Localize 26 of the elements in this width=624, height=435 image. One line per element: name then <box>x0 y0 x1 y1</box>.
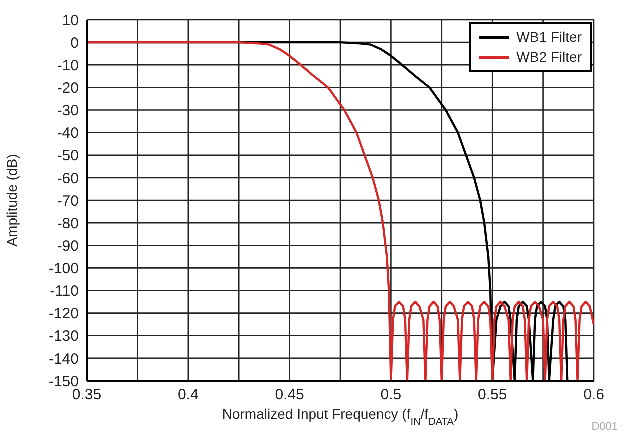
x-tick-label: 0.4 <box>178 386 199 404</box>
text: D001 <box>592 421 618 433</box>
y-tick-label: -10 <box>57 57 79 74</box>
y-tick-label: -90 <box>57 238 79 255</box>
x-tick-label: 0.6 <box>584 386 604 404</box>
x-tick-label: 0.45 <box>275 386 304 404</box>
y-tick-label: -100 <box>48 260 79 278</box>
y-tick-label: -60 <box>57 170 79 188</box>
y-tick-label: -120 <box>48 306 79 323</box>
y-tick-label: 10 <box>62 12 79 30</box>
x-axis-title: Normalized Input Frequency (f$_{IN}$/f$_{DATA}$) <box>222 406 459 428</box>
y-tick-label: -20 <box>57 80 79 98</box>
y-axis-title: Amplitude (dB) <box>4 154 20 247</box>
y-tick-label: -80 <box>57 215 79 232</box>
y-tick-label: 0 <box>70 34 79 52</box>
x-tick-label: 0.5 <box>380 386 402 404</box>
y-tick-label: -50 <box>57 148 79 165</box>
y-tick-label: -40 <box>57 125 79 142</box>
legend-label: WB1 Filter <box>516 28 582 47</box>
y-tick-label: -140 <box>48 350 79 368</box>
y-tick-label: -30 <box>57 102 79 120</box>
legend-label: WB2 Filter <box>516 48 582 67</box>
y-tick-label: -70 <box>57 192 79 210</box>
y-tick-label: -110 <box>50 283 79 300</box>
y-tick-label: -130 <box>48 328 79 346</box>
x-tick-label: 0.55 <box>478 386 508 404</box>
